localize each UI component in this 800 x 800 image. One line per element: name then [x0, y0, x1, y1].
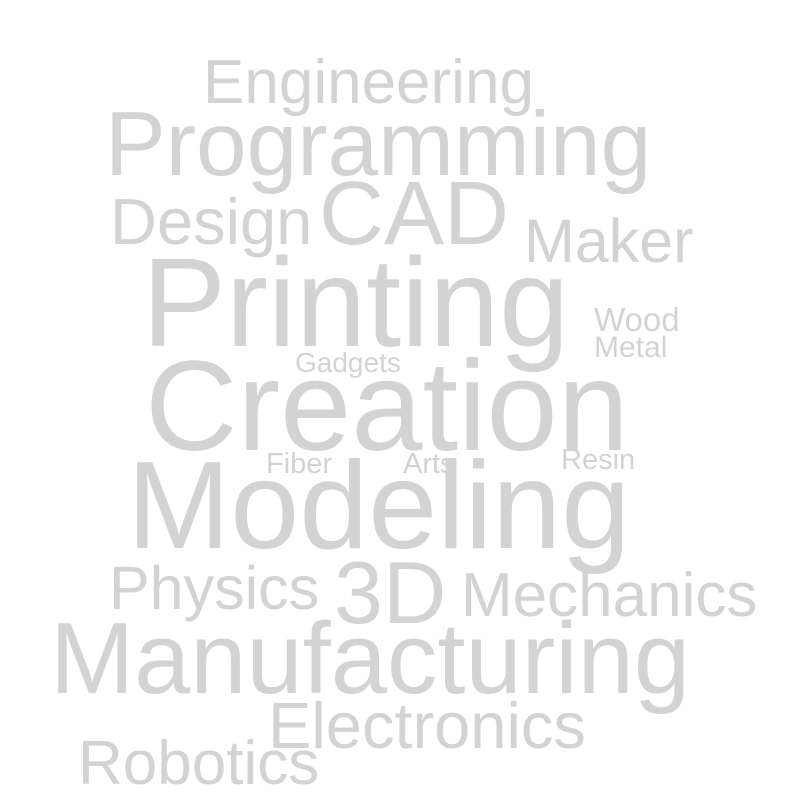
word-3d: 3D: [334, 543, 447, 642]
word-gadgets: Gadgets: [295, 347, 401, 378]
word-manufacturing: Manufacturing: [50, 603, 691, 715]
word-resin: Resin: [561, 444, 636, 476]
word-engineering: Engineering: [203, 48, 534, 117]
word-electronics: Electronics: [268, 689, 586, 762]
word-metal: Metal: [594, 331, 668, 364]
word-wood: Wood: [594, 301, 680, 338]
word-physics: Physics: [109, 554, 320, 622]
word-maker: Maker: [524, 207, 694, 275]
word-mechanics: Mechanics: [461, 561, 758, 630]
word-programming: Programming: [105, 94, 652, 195]
word-modeling: Modeling: [127, 437, 631, 575]
word-arts: Arts: [403, 448, 455, 480]
word-design: Design: [110, 185, 313, 258]
word-fiber: Fiber: [266, 448, 333, 480]
word-cad: CAD: [319, 164, 510, 264]
word-creation: Creation: [145, 335, 629, 478]
word-robotics: Robotics: [78, 729, 320, 798]
word-printing: Printing: [142, 232, 570, 373]
